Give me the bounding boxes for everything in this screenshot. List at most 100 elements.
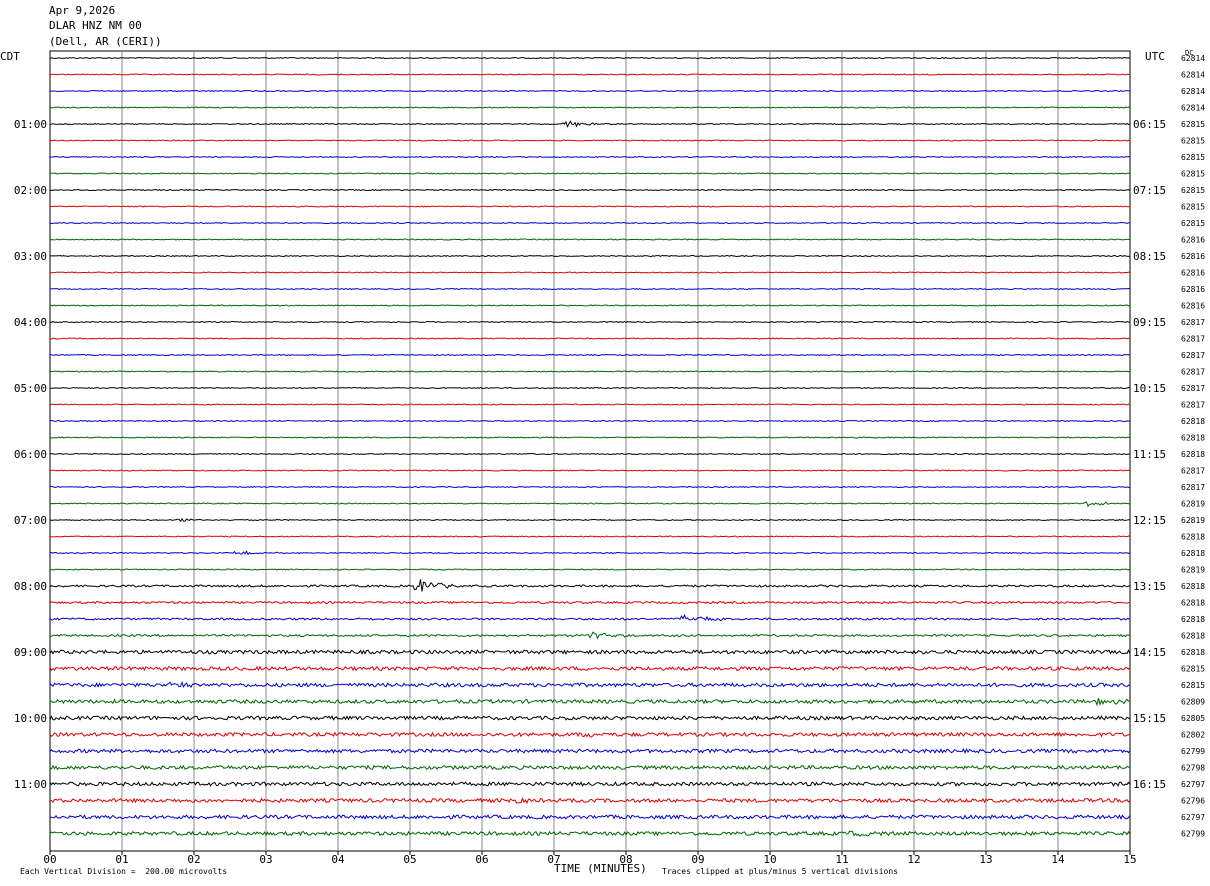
dc-offset-label: 62818 [1181, 632, 1205, 641]
right-hour-label: 07:15 [1133, 184, 1166, 197]
x-tick-label: 10 [763, 853, 776, 866]
right-hour-label: 14:15 [1133, 646, 1166, 659]
dc-offset-label: 62818 [1181, 434, 1205, 443]
seismic-trace [49, 386, 1131, 390]
left-hour-label: 01:00 [14, 118, 47, 131]
seismic-trace [49, 73, 1131, 76]
seismic-trace [49, 579, 1131, 592]
dc-offset-label: 62816 [1181, 252, 1205, 261]
seismic-trace [49, 419, 1131, 423]
seismic-trace [49, 238, 1131, 241]
right-hour-label: 12:15 [1133, 514, 1166, 527]
seismic-trace [49, 550, 1131, 556]
dc-offset-label: 62815 [1181, 186, 1205, 195]
dc-offset-label: 62817 [1181, 318, 1205, 327]
vertical-division-note: Each Vertical Division = 200.00 microvol… [20, 867, 228, 876]
seismic-trace [49, 613, 1131, 622]
dc-offset-label: 62818 [1181, 599, 1205, 608]
dc-offset-label: 62817 [1181, 401, 1205, 410]
dc-offset-label: 62815 [1181, 203, 1205, 212]
dc-offset-label: 62819 [1181, 566, 1205, 575]
dc-offset-label: 62818 [1181, 450, 1205, 459]
seismic-trace [49, 172, 1131, 175]
seismic-trace [49, 56, 1131, 60]
right-hour-label: 11:15 [1133, 448, 1166, 461]
seismic-trace [49, 830, 1131, 837]
seismic-trace [49, 731, 1131, 738]
left-hour-label: 06:00 [14, 448, 47, 461]
seismic-trace [49, 501, 1131, 508]
right-hour-label: 08:15 [1133, 250, 1166, 263]
dc-offset-label: 62817 [1181, 368, 1205, 377]
seismic-trace [49, 797, 1131, 805]
left-hour-label: 08:00 [14, 580, 47, 593]
x-tick-label: 06 [475, 853, 488, 866]
x-tick-label: 05 [403, 853, 416, 866]
dc-offset-label: 62814 [1181, 87, 1205, 96]
seismic-trace [49, 106, 1131, 109]
right-hour-label: 13:15 [1133, 580, 1166, 593]
left-hour-label: 07:00 [14, 514, 47, 527]
x-tick-label: 15 [1123, 853, 1136, 866]
dc-offset-label: 62815 [1181, 681, 1205, 690]
dc-offset-label: 62816 [1181, 236, 1205, 245]
dc-offset-label: 62802 [1181, 731, 1205, 740]
dc-offset-label: 62815 [1181, 120, 1205, 129]
x-tick-label: 11 [835, 853, 848, 866]
dc-offset-label: 62799 [1181, 747, 1205, 756]
seismic-trace [49, 631, 1131, 640]
seismic-trace [50, 205, 1131, 208]
seismic-trace [49, 320, 1131, 324]
dc-offset-label: 62815 [1181, 153, 1205, 162]
dc-offset-label: 62817 [1181, 467, 1205, 476]
seismic-trace [49, 697, 1131, 707]
right-hour-label: 10:15 [1133, 382, 1166, 395]
seismic-trace [49, 535, 1131, 538]
dc-offset-label: 62818 [1181, 648, 1205, 657]
clipping-note: Traces clipped at plus/minus 5 vertical … [662, 867, 899, 876]
dc-offset-label: 62817 [1181, 483, 1205, 492]
location-label: (Dell, AR (CERI)) [49, 35, 162, 48]
seismic-trace [49, 469, 1131, 472]
seismic-trace [49, 271, 1131, 274]
seismic-trace [49, 715, 1131, 721]
seismic-trace [49, 452, 1131, 456]
left-hour-label: 02:00 [14, 184, 47, 197]
dc-offset-label: 62815 [1181, 170, 1205, 179]
x-tick-label: 13 [979, 853, 992, 866]
dc-offset-label: 62814 [1181, 104, 1205, 113]
seismic-trace [49, 139, 1131, 142]
x-axis-title: TIME (MINUTES) [554, 862, 647, 875]
right-hour-label: 16:15 [1133, 778, 1166, 791]
seismic-trace [49, 337, 1131, 340]
left-timezone-label: CDT [0, 50, 20, 63]
dc-offset-label: 62818 [1181, 533, 1205, 542]
seismic-trace [49, 89, 1131, 93]
dc-offset-label: 62815 [1181, 219, 1205, 228]
seismic-trace [49, 781, 1131, 787]
x-tick-label: 04 [331, 853, 345, 866]
x-tick-label: 08 [619, 853, 632, 866]
left-hour-label: 10:00 [14, 712, 47, 725]
x-tick-label: 12 [907, 853, 920, 866]
seismic-trace [49, 287, 1131, 291]
seismic-trace [50, 353, 1131, 357]
dc-offset-label: 62797 [1181, 813, 1205, 822]
x-tick-label: 03 [259, 853, 272, 866]
seismic-trace [49, 221, 1131, 225]
dc-offset-label: 62816 [1181, 302, 1205, 311]
seismic-trace [50, 403, 1131, 406]
seismic-trace [49, 120, 1131, 128]
dc-offset-label: 62805 [1181, 714, 1205, 723]
seismic-trace [49, 764, 1131, 771]
dc-offset-label: 62796 [1181, 797, 1205, 806]
x-tick-label: 00 [43, 853, 56, 866]
seismic-trace [49, 600, 1131, 605]
dc-offset-label: 62819 [1181, 500, 1205, 509]
left-hour-label: 03:00 [14, 250, 47, 263]
seismic-trace [49, 304, 1131, 307]
dc-offset-label: 62815 [1181, 665, 1205, 674]
dc-offset-label: 62797 [1181, 780, 1205, 789]
right-hour-label: 09:15 [1133, 316, 1166, 329]
x-tick-label: 09 [691, 853, 704, 866]
